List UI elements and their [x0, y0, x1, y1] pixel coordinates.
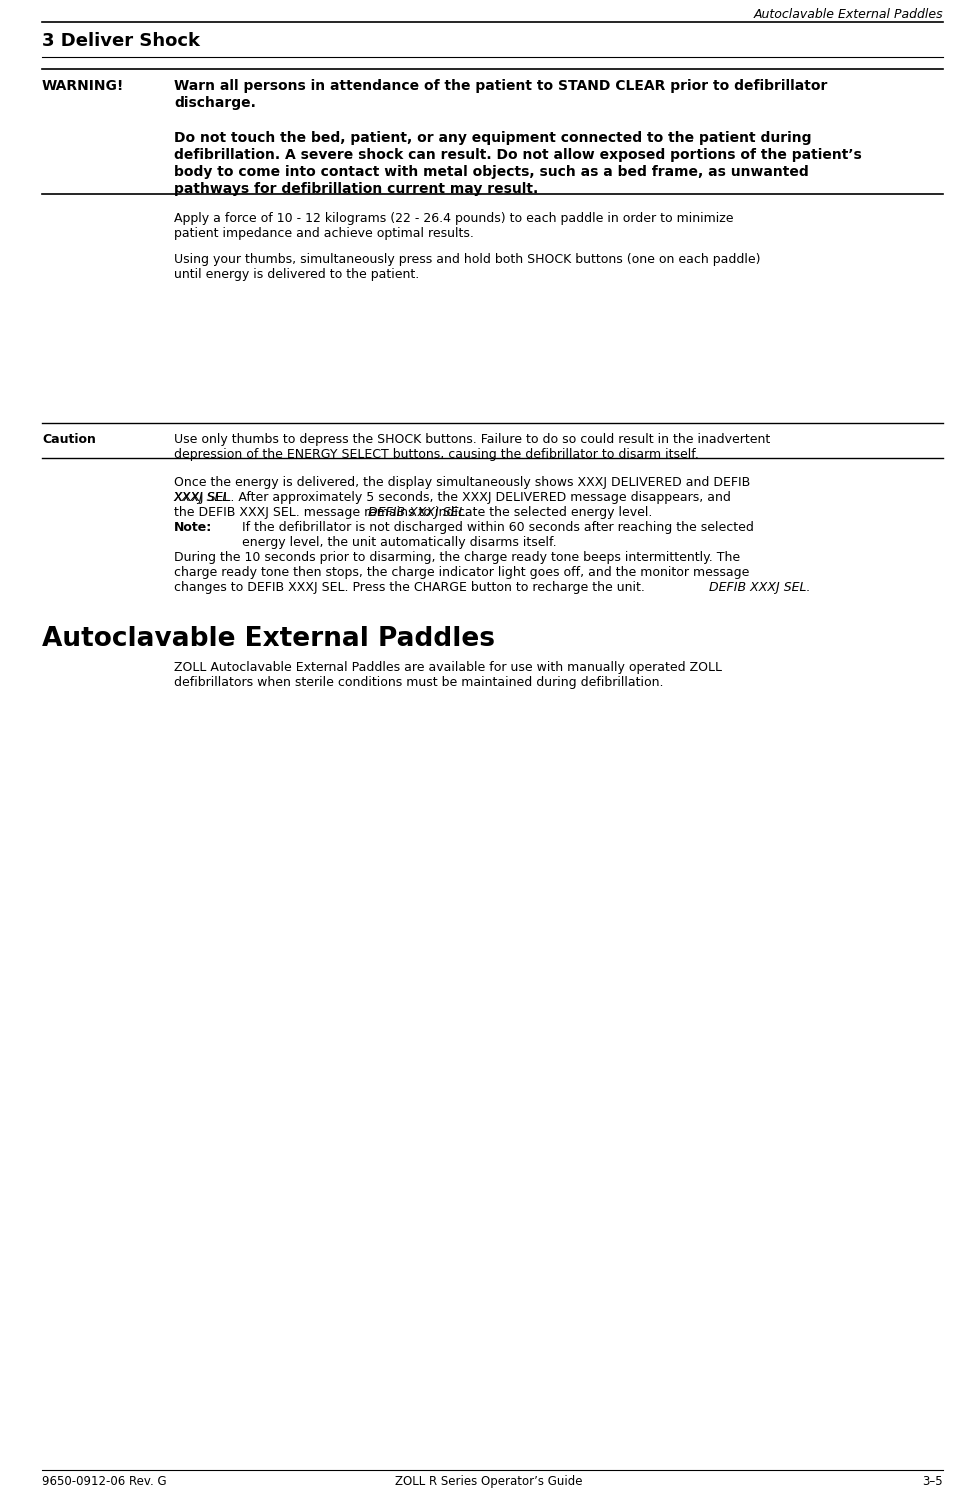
Text: defibrillation. A severe shock can result. Do not allow exposed portions of the : defibrillation. A severe shock can resul… — [174, 148, 862, 161]
Text: the DEFIB XXXJ SEL. message remains to indicate the selected energy level.: the DEFIB XXXJ SEL. message remains to i… — [174, 506, 653, 519]
Text: discharge.: discharge. — [174, 95, 256, 110]
Text: Apply a force of 10 - 12 kilograms (22 - 26.4 pounds) to each paddle in order to: Apply a force of 10 - 12 kilograms (22 -… — [174, 212, 734, 225]
Text: Use only thumbs to depress the SHOCK buttons. Failure to do so could result in t: Use only thumbs to depress the SHOCK but… — [174, 433, 770, 446]
Text: 3–5: 3–5 — [922, 1476, 943, 1488]
Text: XXXJ SEL: XXXJ SEL — [174, 491, 231, 504]
Text: 3 Deliver Shock: 3 Deliver Shock — [42, 31, 200, 51]
Text: DEFIB XXXJ SEL.: DEFIB XXXJ SEL. — [708, 582, 810, 594]
Text: Caution: Caution — [42, 433, 96, 446]
Text: Autoclavable External Paddles: Autoclavable External Paddles — [753, 7, 943, 21]
Text: pathways for defibrillation current may result.: pathways for defibrillation current may … — [174, 182, 538, 195]
Text: changes to DEFIB XXXJ SEL. Press the CHARGE button to recharge the unit.: changes to DEFIB XXXJ SEL. Press the CHA… — [174, 582, 645, 594]
Text: Using your thumbs, simultaneously press and hold both SHOCK buttons (one on each: Using your thumbs, simultaneously press … — [174, 252, 760, 266]
Text: If the defibrillator is not discharged within 60 seconds after reaching the sele: If the defibrillator is not discharged w… — [242, 521, 754, 534]
Text: Warn all persons in attendance of the patient to STAND CLEAR prior to defibrilla: Warn all persons in attendance of the pa… — [174, 79, 828, 93]
Text: Autoclavable External Paddles: Autoclavable External Paddles — [42, 627, 495, 652]
Text: Note:: Note: — [174, 521, 212, 534]
Text: until energy is delivered to the patient.: until energy is delivered to the patient… — [174, 267, 419, 280]
Text: depression of the ENERGY SELECT buttons, causing the defibrillator to disarm its: depression of the ENERGY SELECT buttons,… — [174, 448, 699, 461]
Text: ZOLL R Series Operator’s Guide: ZOLL R Series Operator’s Guide — [395, 1476, 582, 1488]
Text: body to come into contact with metal objects, such as a bed frame, as unwanted: body to come into contact with metal obj… — [174, 164, 809, 179]
Text: 9650-0912-06 Rev. G: 9650-0912-06 Rev. G — [42, 1476, 167, 1488]
Text: charge ready tone then stops, the charge indicator light goes off, and the monit: charge ready tone then stops, the charge… — [174, 567, 749, 579]
Text: Once the energy is delivered, the display simultaneously shows XXXJ DELIVERED an: Once the energy is delivered, the displa… — [174, 476, 750, 488]
Text: WARNING!: WARNING! — [42, 79, 124, 93]
Text: defibrillators when sterile conditions must be maintained during defibrillation.: defibrillators when sterile conditions m… — [174, 676, 663, 689]
Text: patient impedance and achieve optimal results.: patient impedance and achieve optimal re… — [174, 227, 474, 240]
Text: Do not touch the bed, patient, or any equipment connected to the patient during: Do not touch the bed, patient, or any eq… — [174, 131, 812, 145]
Text: During the 10 seconds prior to disarming, the charge ready tone beeps intermitte: During the 10 seconds prior to disarming… — [174, 552, 740, 564]
Text: ZOLL Autoclavable External Paddles are available for use with manually operated : ZOLL Autoclavable External Paddles are a… — [174, 661, 722, 674]
Text: XXXJ SEL. After approximately 5 seconds, the XXXJ DELIVERED message disappears, : XXXJ SEL. After approximately 5 seconds,… — [174, 491, 731, 504]
Text: DEFIB XXXJ SEL.: DEFIB XXXJ SEL. — [368, 506, 470, 519]
Text: energy level, the unit automatically disarms itself.: energy level, the unit automatically dis… — [242, 536, 557, 549]
